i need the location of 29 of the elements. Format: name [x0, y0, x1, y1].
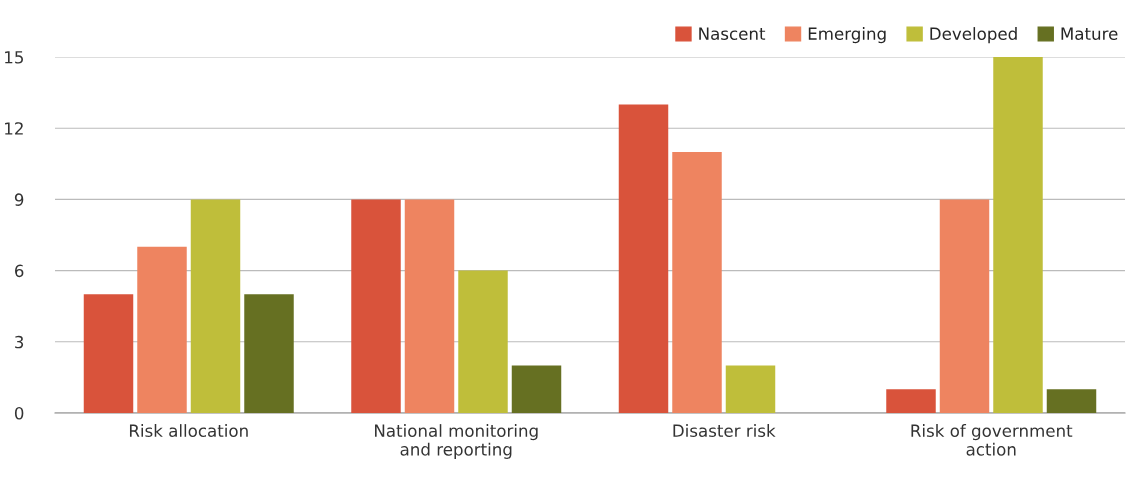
- bar: [137, 246, 187, 413]
- bar: [939, 199, 990, 413]
- x-tick-label: Risk allocation: [129, 424, 248, 438]
- legend-label: Developed: [930, 27, 1017, 44]
- bar: [725, 365, 776, 413]
- legend-label: Mature: [1061, 27, 1118, 40]
- bar: [618, 104, 669, 413]
- legend-label: Nascent: [699, 27, 766, 40]
- bar: [886, 389, 936, 413]
- y-tick-label: 15: [5, 51, 23, 64]
- x-tick-label: Risk of government action: [911, 424, 1073, 456]
- x-tick-label: National monitoring and reporting: [375, 424, 538, 459]
- bar: [458, 270, 508, 413]
- bar: [672, 151, 722, 413]
- bar: [244, 294, 294, 413]
- bar: [1046, 389, 1097, 413]
- x-tick-label: Disaster risk: [673, 424, 776, 438]
- bar: [83, 294, 134, 413]
- bar: [404, 199, 455, 413]
- bar: [511, 365, 562, 413]
- bar: [351, 199, 401, 413]
- bar: [190, 199, 241, 413]
- legend-label: Emerging: [808, 27, 886, 44]
- bar: [993, 57, 1043, 413]
- y-tick-label: 6: [15, 264, 24, 278]
- y-tick-label: 12: [5, 122, 23, 135]
- y-tick-label: 3: [15, 335, 24, 349]
- y-tick-label: 0: [14, 406, 24, 420]
- y-tick-label: 9: [14, 193, 24, 206]
